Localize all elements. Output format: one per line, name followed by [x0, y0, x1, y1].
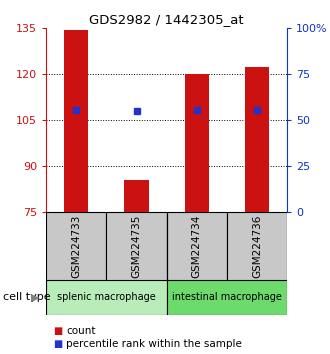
Bar — [64, 30, 88, 212]
Bar — [167, 212, 227, 280]
Text: GSM224735: GSM224735 — [132, 214, 142, 278]
Text: ■: ■ — [53, 339, 62, 349]
Text: intestinal macrophage: intestinal macrophage — [172, 292, 282, 302]
Bar — [227, 212, 287, 280]
Text: percentile rank within the sample: percentile rank within the sample — [66, 339, 242, 349]
Text: ■: ■ — [53, 326, 62, 336]
Title: GDS2982 / 1442305_at: GDS2982 / 1442305_at — [89, 13, 244, 26]
Bar — [167, 280, 287, 315]
Bar — [46, 280, 167, 315]
Text: GSM224736: GSM224736 — [252, 214, 262, 278]
Text: GSM224733: GSM224733 — [71, 214, 81, 278]
Text: GSM224734: GSM224734 — [192, 214, 202, 278]
Bar — [46, 212, 106, 280]
Bar — [106, 212, 167, 280]
Bar — [185, 74, 209, 212]
Text: cell type: cell type — [3, 292, 51, 302]
Bar — [124, 180, 148, 212]
Text: count: count — [66, 326, 95, 336]
Text: ▶: ▶ — [31, 292, 40, 302]
Text: splenic macrophage: splenic macrophage — [57, 292, 156, 302]
Bar — [245, 67, 269, 212]
